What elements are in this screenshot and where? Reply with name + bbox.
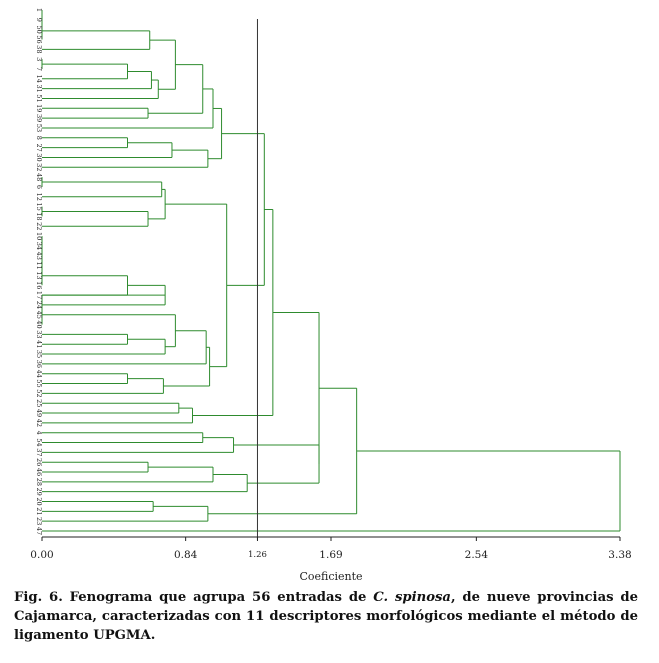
caption-species: C. spinosa [373, 590, 451, 605]
leaf-label-55: 55 [35, 379, 43, 387]
leaf-label-29: 29 [35, 488, 43, 496]
dendrogram-branches [41, 10, 621, 540]
leaf-label-22: 22 [35, 222, 43, 230]
leaf-label-36: 36 [35, 360, 43, 368]
leaf-label-6: 6 [35, 185, 43, 189]
leaf-label-35: 35 [35, 350, 43, 358]
leaf-label-16: 16 [35, 281, 43, 289]
dendrogram-chart: 1950563837143151193953827303248612151822… [30, 8, 632, 583]
leaf-label-48: 48 [35, 173, 43, 181]
leaf-label-4: 4 [35, 431, 43, 435]
leaf-label-28: 28 [35, 478, 43, 486]
figure-caption: Fig. 6. Fenograma que agrupa 56 entradas… [14, 588, 638, 645]
leaf-label-24: 24 [35, 301, 43, 309]
leaf-label-15: 15 [35, 202, 43, 210]
x-tick-label: 2.54 [465, 549, 489, 561]
leaf-label-3: 3 [35, 57, 43, 61]
leaf-label-30: 30 [35, 153, 43, 161]
leaf-label-33: 33 [35, 330, 43, 338]
leaf-label-8: 8 [35, 136, 43, 140]
leaf-label-11: 11 [35, 261, 43, 269]
leaf-label-7: 7 [35, 67, 43, 71]
leaf-label-17: 17 [35, 291, 43, 299]
leaf-label-53: 53 [35, 124, 43, 132]
leaf-label-23: 23 [35, 517, 43, 525]
leaf-label-12: 12 [35, 193, 43, 201]
leaf-label-46: 46 [35, 468, 43, 476]
x-tick-label: 1.69 [319, 549, 342, 561]
leaf-label-42: 42 [35, 419, 43, 427]
leaf-label-25: 25 [35, 399, 43, 407]
leaf-label-56: 56 [35, 35, 43, 43]
leaf-labels: 1950563837143151193953827303248612151822… [35, 8, 43, 535]
leaf-label-18: 18 [35, 212, 43, 220]
leaf-label-14: 14 [35, 75, 43, 83]
caption-prefix: Fig. 6. Fenograma que agrupa 56 entradas… [14, 590, 374, 605]
x-tick-label: 1.26 [248, 550, 267, 560]
x-axis: 0.00 0.84 1.26 1.69 2.54 3.38 [30, 536, 632, 561]
leaf-label-10: 10 [35, 232, 43, 240]
x-tick-label: 0.84 [174, 549, 198, 561]
leaf-label-54: 54 [35, 438, 43, 446]
leaf-label-31: 31 [35, 85, 43, 93]
leaf-label-51: 51 [35, 94, 43, 102]
leaf-label-50: 50 [35, 26, 43, 34]
x-axis-label: Coeficiente [299, 570, 362, 583]
leaf-label-52: 52 [35, 389, 43, 397]
leaf-label-37: 37 [35, 448, 43, 456]
leaf-label-21: 21 [35, 507, 43, 515]
leaf-label-27: 27 [35, 143, 43, 151]
x-tick-label: 3.38 [608, 549, 631, 561]
leaf-label-44: 44 [35, 370, 43, 378]
leaf-label-26: 26 [35, 458, 43, 466]
leaf-label-19: 19 [35, 104, 43, 112]
leaf-label-43: 43 [35, 252, 43, 260]
x-tick-label: 0.00 [30, 549, 53, 561]
leaf-label-39: 39 [35, 114, 43, 122]
leaf-label-1: 1 [35, 8, 43, 12]
leaf-label-20: 20 [35, 497, 43, 505]
leaf-label-45: 45 [35, 311, 43, 319]
leaf-label-49: 49 [35, 409, 43, 417]
leaf-label-9: 9 [35, 18, 43, 22]
leaf-label-40: 40 [35, 320, 43, 328]
leaf-label-13: 13 [35, 271, 43, 279]
leaf-label-41: 41 [35, 340, 43, 348]
leaf-label-38: 38 [35, 45, 43, 53]
leaf-label-32: 32 [35, 163, 43, 171]
leaf-label-34: 34 [35, 242, 43, 250]
caption-suffix: , de nueve provincias de Cajamarca, cara… [14, 590, 638, 643]
leaf-label-47: 47 [35, 527, 43, 535]
